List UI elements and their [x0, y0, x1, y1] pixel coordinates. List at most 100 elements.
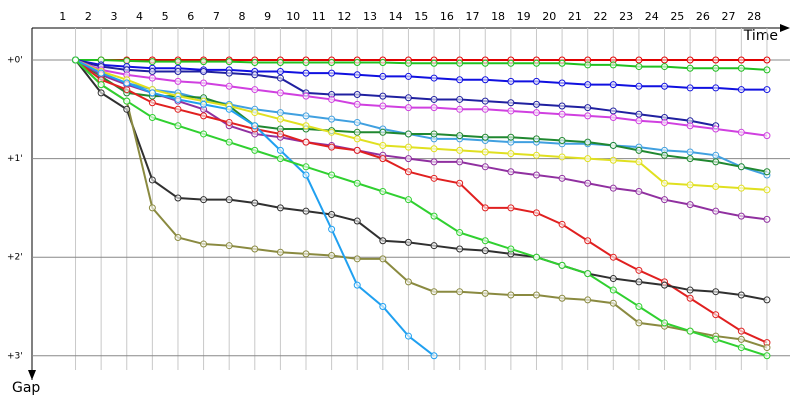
data-point — [763, 186, 771, 194]
data-point — [225, 105, 233, 113]
data-point — [430, 174, 438, 182]
data-point — [404, 278, 412, 286]
data-point — [379, 302, 387, 310]
data-point — [661, 82, 669, 90]
data-point — [456, 95, 464, 103]
data-point — [200, 196, 208, 204]
data-point — [251, 245, 259, 253]
data-point — [507, 245, 515, 253]
data-point — [584, 61, 592, 69]
data-point — [456, 229, 464, 237]
data-point — [609, 299, 617, 307]
series-line — [75, 59, 767, 91]
data-point — [456, 245, 464, 253]
data-point — [328, 115, 336, 123]
data-point — [302, 122, 310, 130]
series-line — [74, 59, 768, 173]
series-line — [75, 59, 768, 71]
data-point — [404, 168, 412, 176]
data-point — [225, 138, 233, 146]
data-point — [609, 286, 617, 294]
data-point — [609, 114, 617, 122]
data-point — [404, 143, 412, 151]
data-point — [481, 76, 489, 84]
data-point — [635, 117, 643, 125]
data-point — [379, 187, 387, 195]
data-point — [686, 201, 694, 209]
data-point — [302, 171, 310, 179]
x-tick-label: 6 — [187, 10, 194, 23]
data-point — [661, 151, 669, 159]
data-point — [225, 58, 233, 66]
data-point — [174, 194, 182, 202]
data-point — [609, 253, 617, 261]
data-point — [686, 155, 694, 163]
series-line — [75, 59, 768, 191]
data-point — [379, 255, 387, 263]
data-point — [737, 163, 745, 171]
data-point — [276, 109, 284, 117]
data-point — [686, 327, 694, 335]
data-point — [737, 344, 745, 352]
data-point — [404, 130, 412, 138]
data-point — [609, 81, 617, 89]
data-point — [456, 132, 464, 140]
data-point — [737, 64, 745, 72]
data-point — [456, 146, 464, 154]
data-point — [763, 168, 771, 176]
data-point — [200, 240, 208, 248]
data-point — [532, 135, 540, 143]
data-point — [763, 352, 771, 360]
data-point — [123, 105, 131, 113]
data-point — [379, 102, 387, 110]
data-point — [353, 217, 361, 225]
data-point — [584, 296, 592, 304]
data-point — [200, 58, 208, 66]
data-point — [251, 86, 259, 94]
data-point — [635, 56, 643, 64]
data-point — [686, 294, 694, 302]
data-point — [276, 248, 284, 256]
data-point — [430, 145, 438, 153]
data-point — [276, 130, 284, 138]
data-point — [609, 184, 617, 192]
data-point — [635, 266, 643, 274]
data-point — [763, 215, 771, 223]
series-line — [75, 59, 768, 221]
data-point — [584, 81, 592, 89]
data-point — [584, 179, 592, 187]
data-point — [558, 220, 566, 228]
data-point — [353, 71, 361, 79]
data-point — [148, 89, 156, 97]
data-point — [661, 281, 669, 289]
x-tick-label: 9 — [264, 10, 271, 23]
data-point — [737, 128, 745, 136]
data-point — [507, 150, 515, 158]
x-tick-label: 8 — [238, 10, 245, 23]
data-point — [328, 69, 336, 77]
x-tick-label: 13 — [363, 10, 377, 23]
data-point — [712, 64, 720, 72]
data-point — [353, 118, 361, 126]
data-point — [276, 115, 284, 123]
data-point — [635, 63, 643, 71]
y-tick-label: +0' — [7, 56, 23, 66]
data-point — [353, 100, 361, 108]
data-point — [609, 275, 617, 283]
series-line — [74, 59, 768, 357]
data-point — [507, 204, 515, 212]
data-point — [661, 179, 669, 187]
data-point — [609, 107, 617, 115]
data-point — [353, 281, 361, 289]
data-point — [123, 79, 131, 87]
data-point — [763, 56, 771, 64]
data-point — [148, 58, 156, 66]
data-point — [430, 104, 438, 112]
data-point — [737, 291, 745, 299]
x-tick-label: 19 — [517, 10, 531, 23]
data-point — [430, 158, 438, 166]
data-point — [404, 104, 412, 112]
series-line — [75, 59, 768, 137]
data-point — [174, 233, 182, 241]
data-point — [635, 302, 643, 310]
